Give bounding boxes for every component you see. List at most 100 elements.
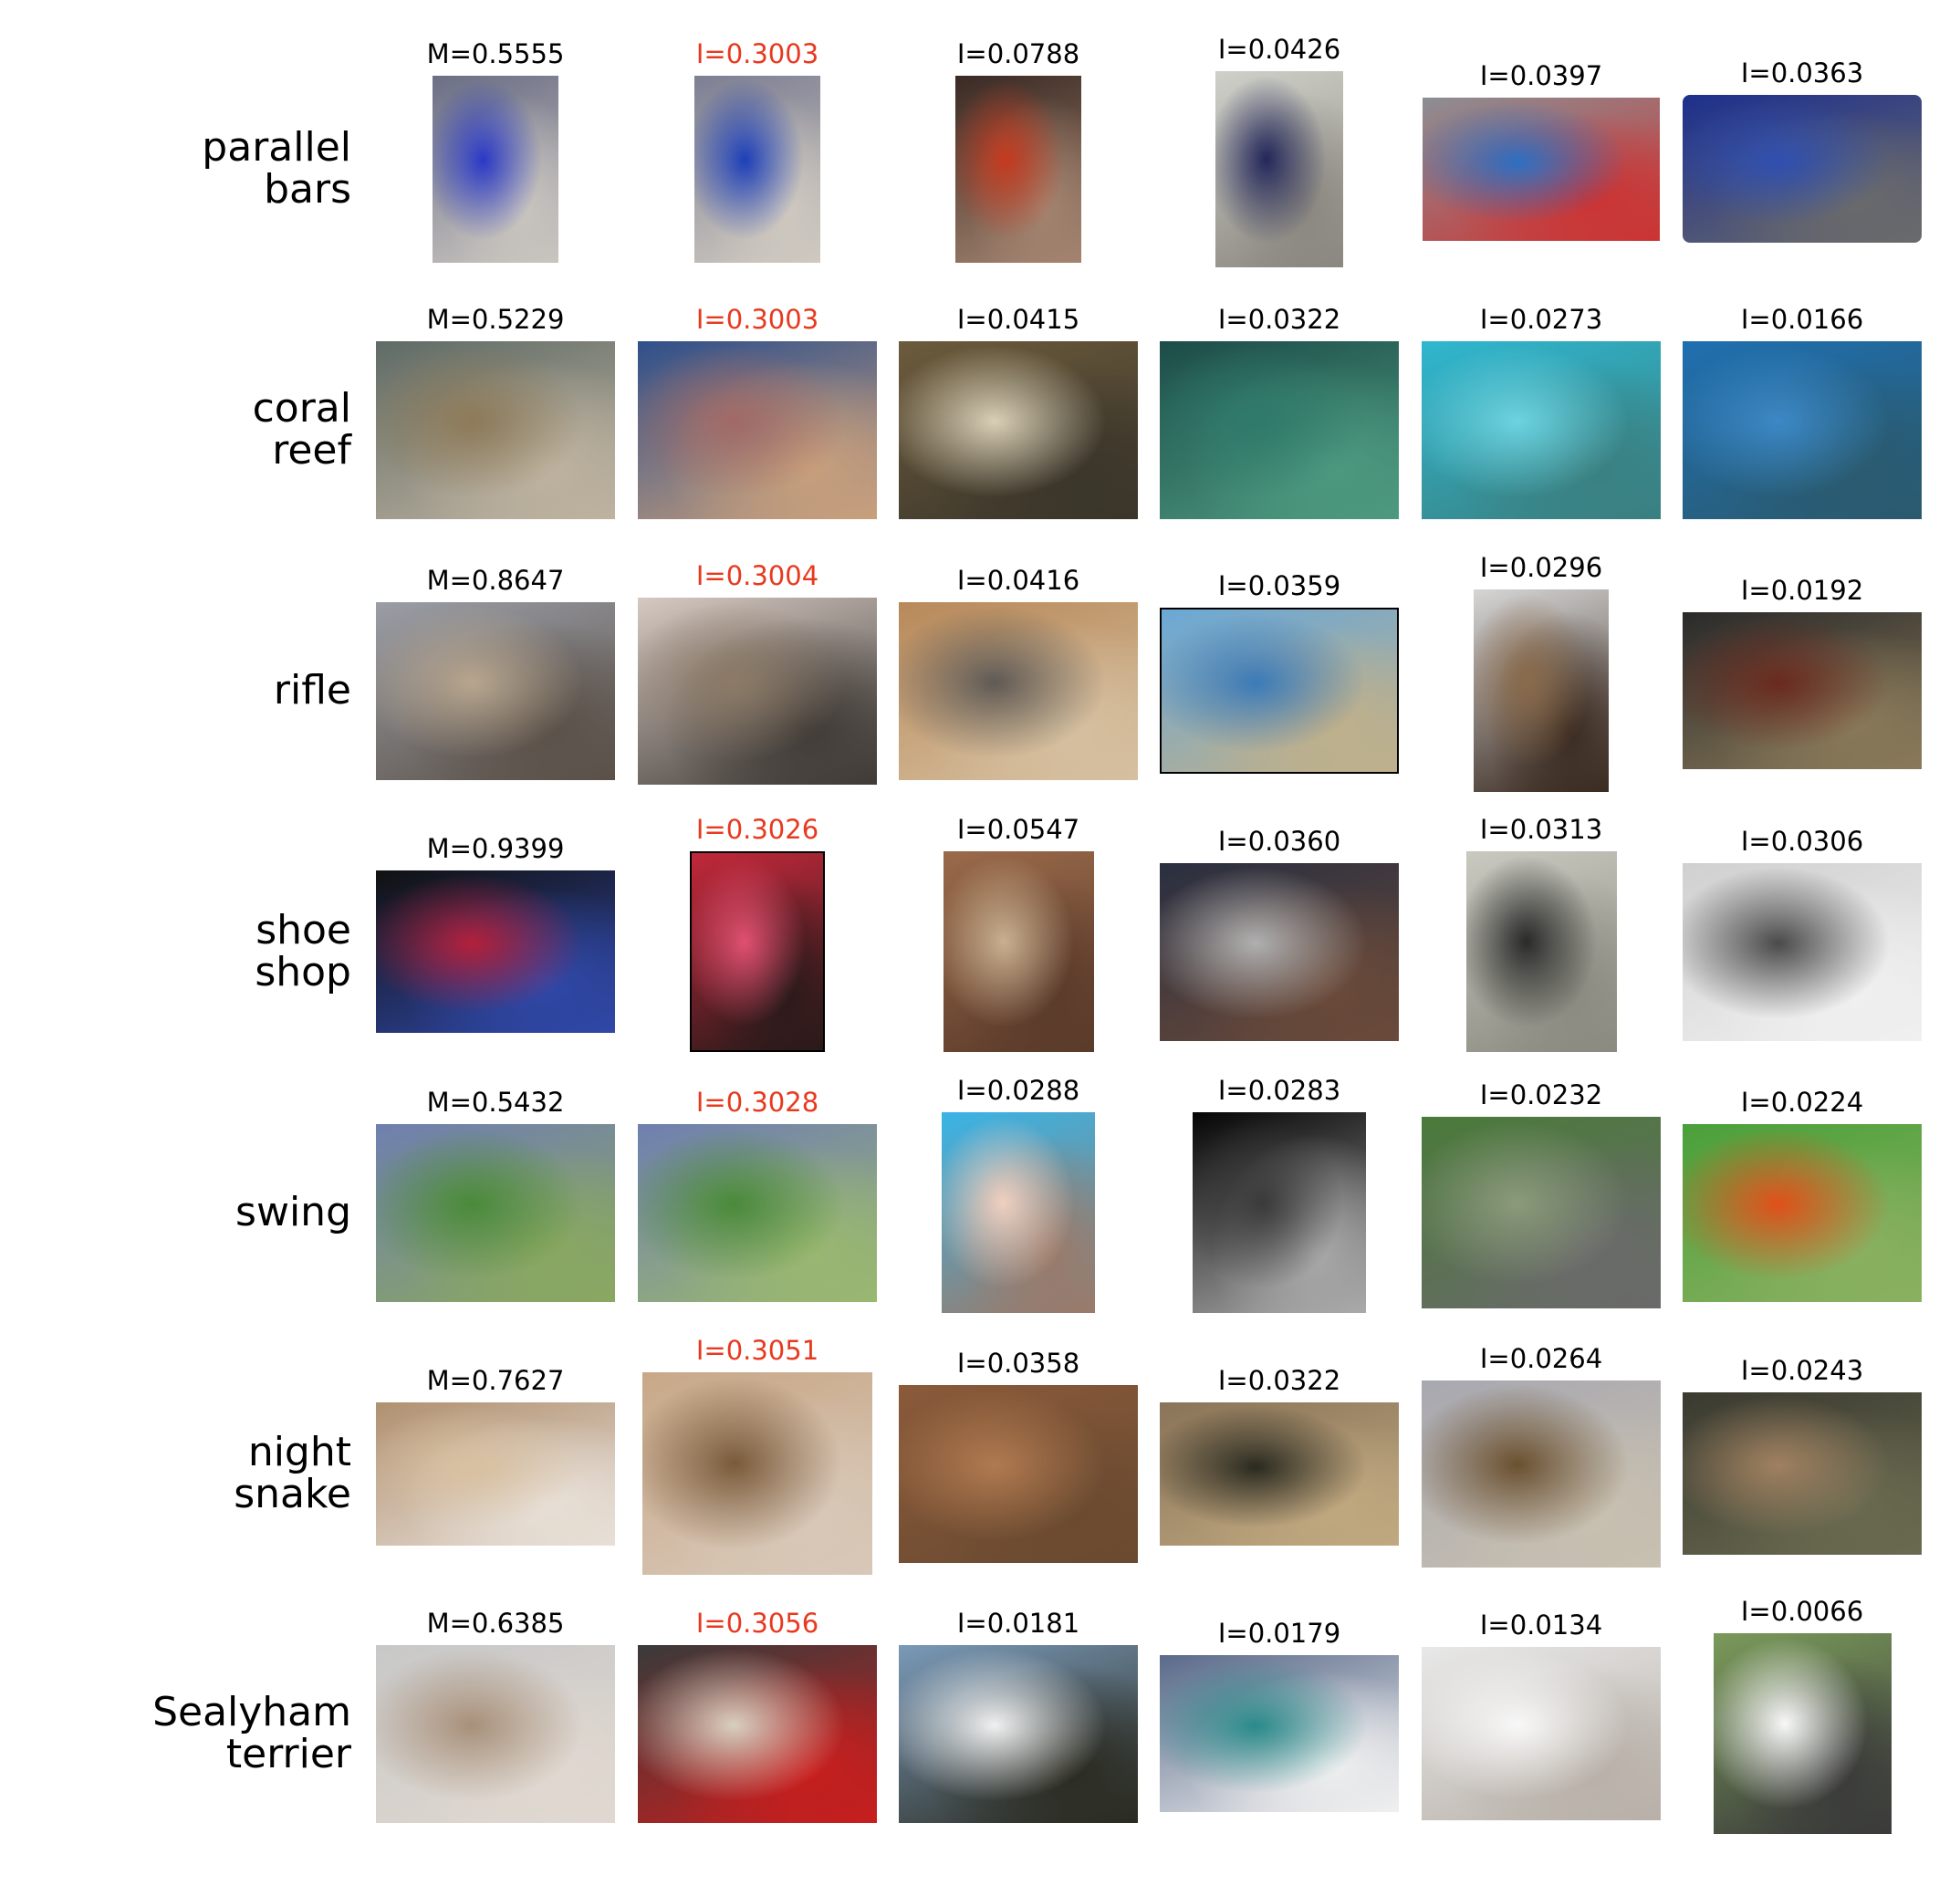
score-label: I=0.0264 bbox=[1479, 1342, 1603, 1374]
photo-thumbnail bbox=[899, 340, 1138, 519]
row-label-line: reef bbox=[272, 427, 351, 474]
photo-thumbnail bbox=[1160, 862, 1399, 1041]
score-label: I=0.0134 bbox=[1479, 1610, 1603, 1641]
photo-thumbnail bbox=[642, 1372, 872, 1575]
row-label-line: parallel bbox=[202, 124, 351, 171]
row-label-line: shop bbox=[255, 949, 351, 995]
photo-thumbnail bbox=[899, 1644, 1138, 1823]
photo-thumbnail bbox=[690, 851, 825, 1052]
score-label: I=0.0416 bbox=[956, 564, 1080, 596]
score-label: I=0.0547 bbox=[956, 814, 1080, 845]
row-label-line: rifle bbox=[273, 667, 351, 714]
row-label-line: Sealyham bbox=[152, 1689, 351, 1735]
score-label: I=0.0288 bbox=[956, 1075, 1080, 1106]
score-label: I=0.0306 bbox=[1740, 825, 1864, 857]
photo-thumbnail bbox=[376, 1123, 615, 1302]
photo-thumbnail bbox=[376, 601, 615, 780]
row-label: Sealyham terrier bbox=[0, 1692, 351, 1776]
score-label: I=0.0426 bbox=[1217, 33, 1341, 65]
score-label: I=0.3003 bbox=[695, 303, 819, 335]
photo-thumbnail bbox=[694, 75, 820, 263]
score-label: M=0.8647 bbox=[426, 564, 565, 596]
photo-thumbnail bbox=[1683, 340, 1922, 519]
row-label: shoe shop bbox=[0, 910, 351, 994]
photo-thumbnail bbox=[638, 1123, 877, 1302]
score-label: I=0.0360 bbox=[1217, 825, 1341, 857]
photo-thumbnail bbox=[1423, 97, 1660, 241]
photo-thumbnail bbox=[1713, 1633, 1892, 1834]
score-label: I=0.0313 bbox=[1479, 814, 1603, 845]
photo-thumbnail bbox=[1683, 612, 1922, 769]
photo-thumbnail bbox=[638, 597, 877, 785]
photo-thumbnail bbox=[1683, 1123, 1922, 1302]
score-label: I=0.3028 bbox=[695, 1086, 819, 1118]
score-label: I=0.3051 bbox=[695, 1335, 819, 1366]
photo-thumbnail bbox=[1474, 589, 1609, 792]
photo-thumbnail bbox=[942, 1112, 1095, 1313]
score-label: M=0.7627 bbox=[426, 1364, 565, 1396]
score-label: I=0.3026 bbox=[695, 814, 819, 845]
row-label-line: swing bbox=[235, 1189, 351, 1235]
photo-thumbnail bbox=[376, 870, 615, 1033]
row-label-line: terrier bbox=[225, 1731, 351, 1777]
photo-thumbnail bbox=[943, 851, 1094, 1052]
score-label: I=0.0273 bbox=[1479, 303, 1603, 335]
photo-thumbnail bbox=[1160, 1655, 1399, 1812]
score-label: I=0.0788 bbox=[956, 37, 1080, 69]
photo-thumbnail bbox=[638, 340, 877, 519]
score-label: I=0.0243 bbox=[1740, 1355, 1864, 1386]
score-label: I=0.0363 bbox=[1740, 57, 1864, 89]
score-label: M=0.9399 bbox=[426, 833, 565, 864]
photo-thumbnail bbox=[1422, 1380, 1661, 1568]
score-label: I=0.0066 bbox=[1740, 1596, 1864, 1627]
photo-thumbnail bbox=[899, 601, 1138, 780]
score-label: I=0.3004 bbox=[695, 559, 819, 591]
photo-thumbnail bbox=[1160, 340, 1399, 519]
score-label: I=0.0415 bbox=[956, 303, 1080, 335]
score-label: I=0.0192 bbox=[1740, 575, 1864, 606]
photo-thumbnail bbox=[1215, 70, 1343, 267]
score-label: I=0.0179 bbox=[1217, 1618, 1341, 1649]
row-label: night snake bbox=[0, 1432, 351, 1516]
row-label: swing bbox=[0, 1192, 351, 1234]
photo-thumbnail bbox=[1193, 1112, 1366, 1313]
photo-thumbnail bbox=[1422, 1647, 1661, 1820]
score-label: I=0.3056 bbox=[695, 1607, 819, 1639]
row-label-line: night bbox=[247, 1429, 351, 1475]
photo-thumbnail bbox=[1465, 851, 1617, 1052]
score-label: I=0.0358 bbox=[956, 1347, 1080, 1379]
score-label: M=0.5555 bbox=[426, 37, 565, 69]
photo-thumbnail bbox=[1160, 1401, 1399, 1546]
photo-thumbnail bbox=[1683, 1392, 1922, 1555]
score-label: I=0.0181 bbox=[956, 1607, 1080, 1639]
score-label: I=0.0166 bbox=[1740, 303, 1864, 335]
score-label: I=0.0322 bbox=[1217, 303, 1341, 335]
photo-thumbnail bbox=[638, 1644, 877, 1823]
score-label: I=0.0359 bbox=[1217, 570, 1341, 601]
score-label: I=0.0224 bbox=[1740, 1086, 1864, 1118]
photo-thumbnail bbox=[1422, 340, 1661, 519]
photo-thumbnail bbox=[376, 1644, 615, 1823]
row-label-line: shoe bbox=[255, 907, 351, 953]
score-label: I=0.0283 bbox=[1217, 1075, 1341, 1106]
row-label-line: bars bbox=[264, 166, 351, 213]
score-label: I=0.0296 bbox=[1479, 552, 1603, 583]
photo-thumbnail bbox=[433, 75, 558, 263]
score-label: I=0.0397 bbox=[1479, 59, 1603, 91]
score-label: M=0.6385 bbox=[426, 1607, 565, 1639]
score-label: I=0.0232 bbox=[1479, 1079, 1603, 1110]
score-label: I=0.0322 bbox=[1217, 1364, 1341, 1396]
photo-thumbnail bbox=[376, 340, 615, 519]
row-label-line: snake bbox=[234, 1471, 351, 1517]
row-label: coral reef bbox=[0, 388, 351, 472]
photo-thumbnail bbox=[1683, 862, 1922, 1041]
photo-thumbnail bbox=[1683, 95, 1922, 243]
row-label: rifle bbox=[0, 670, 351, 712]
row-label-line: coral bbox=[252, 385, 351, 432]
photo-thumbnail bbox=[1160, 608, 1399, 774]
photo-thumbnail bbox=[1422, 1117, 1661, 1308]
score-label: M=0.5229 bbox=[426, 303, 565, 335]
photo-thumbnail bbox=[955, 75, 1081, 263]
photo-thumbnail bbox=[899, 1384, 1138, 1563]
photo-thumbnail bbox=[376, 1401, 615, 1546]
